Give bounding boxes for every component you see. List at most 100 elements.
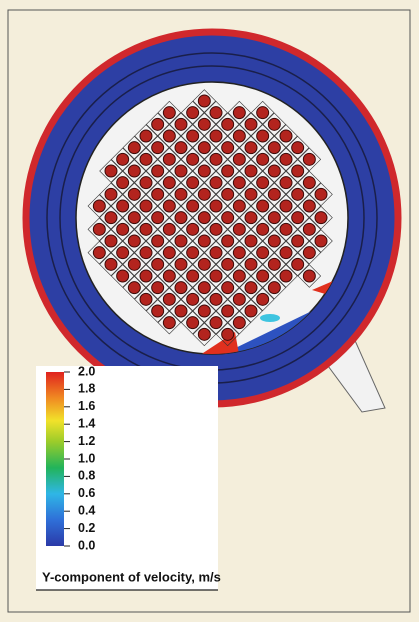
tube <box>163 223 175 235</box>
colorbar-tick-label: 1.0 <box>78 451 95 465</box>
tube <box>140 247 152 259</box>
tube <box>105 188 117 200</box>
colorbar-tick-label: 1.6 <box>78 399 95 413</box>
tube <box>292 142 304 154</box>
tube <box>198 95 210 107</box>
colorbar-tick-label: 0.8 <box>78 469 95 483</box>
tube <box>233 107 245 119</box>
tube <box>140 130 152 142</box>
tube <box>257 223 269 235</box>
tube <box>245 235 257 247</box>
tube <box>105 258 117 270</box>
tube <box>175 282 187 294</box>
tube <box>233 270 245 282</box>
tube <box>152 212 164 224</box>
tube <box>198 258 210 270</box>
tube <box>233 223 245 235</box>
tube <box>210 247 222 259</box>
tube <box>210 317 222 329</box>
tube <box>280 153 292 165</box>
tube <box>128 235 140 247</box>
tube <box>198 118 210 130</box>
tube <box>222 282 234 294</box>
tube <box>140 200 152 212</box>
tube <box>210 153 222 165</box>
tube <box>175 118 187 130</box>
tube <box>163 200 175 212</box>
tube <box>233 317 245 329</box>
tube <box>163 317 175 329</box>
tube <box>175 212 187 224</box>
tube <box>222 165 234 177</box>
tube <box>268 235 280 247</box>
flow-zone <box>260 314 280 322</box>
tube <box>152 165 164 177</box>
tube <box>128 142 140 154</box>
tube <box>187 177 199 189</box>
tube <box>210 223 222 235</box>
tube <box>280 200 292 212</box>
tube <box>152 235 164 247</box>
tube <box>222 258 234 270</box>
tube <box>187 223 199 235</box>
tube <box>140 153 152 165</box>
tube <box>187 293 199 305</box>
tube <box>280 270 292 282</box>
tube <box>117 223 129 235</box>
tube <box>187 247 199 259</box>
tube <box>315 188 327 200</box>
tube <box>245 142 257 154</box>
tube <box>93 200 105 212</box>
tube <box>163 293 175 305</box>
tube <box>128 258 140 270</box>
tube <box>187 317 199 329</box>
tube <box>280 130 292 142</box>
tube <box>93 223 105 235</box>
tube <box>233 153 245 165</box>
tube <box>268 142 280 154</box>
tube <box>257 270 269 282</box>
tube <box>163 247 175 259</box>
tube <box>210 200 222 212</box>
tube <box>292 165 304 177</box>
tube <box>105 165 117 177</box>
tube <box>257 293 269 305</box>
tube <box>128 165 140 177</box>
tube <box>140 293 152 305</box>
tube <box>233 177 245 189</box>
colorbar-tick-label: 0.6 <box>78 486 95 500</box>
tube <box>140 270 152 282</box>
tube <box>268 258 280 270</box>
colorbar-title: Y-component of velocity, m/s <box>42 569 221 584</box>
tube <box>280 247 292 259</box>
tube <box>245 282 257 294</box>
tube <box>303 223 315 235</box>
tube <box>128 282 140 294</box>
tube <box>292 258 304 270</box>
tube <box>187 200 199 212</box>
tube <box>117 270 129 282</box>
tube <box>152 118 164 130</box>
tube <box>210 177 222 189</box>
tube <box>198 142 210 154</box>
tube <box>257 107 269 119</box>
tube <box>245 188 257 200</box>
colorbar-tick-label: 2.0 <box>78 364 95 378</box>
colorbar-tick-label: 0.2 <box>78 521 95 535</box>
tube <box>117 247 129 259</box>
tube <box>280 177 292 189</box>
tube <box>140 177 152 189</box>
tube <box>175 188 187 200</box>
tube <box>268 188 280 200</box>
tube <box>198 328 210 340</box>
tube <box>292 235 304 247</box>
tube <box>268 118 280 130</box>
tube <box>175 258 187 270</box>
tube <box>117 177 129 189</box>
tube <box>315 212 327 224</box>
tube <box>198 305 210 317</box>
tube <box>163 270 175 282</box>
tube <box>175 142 187 154</box>
tube <box>198 282 210 294</box>
tube <box>303 247 315 259</box>
